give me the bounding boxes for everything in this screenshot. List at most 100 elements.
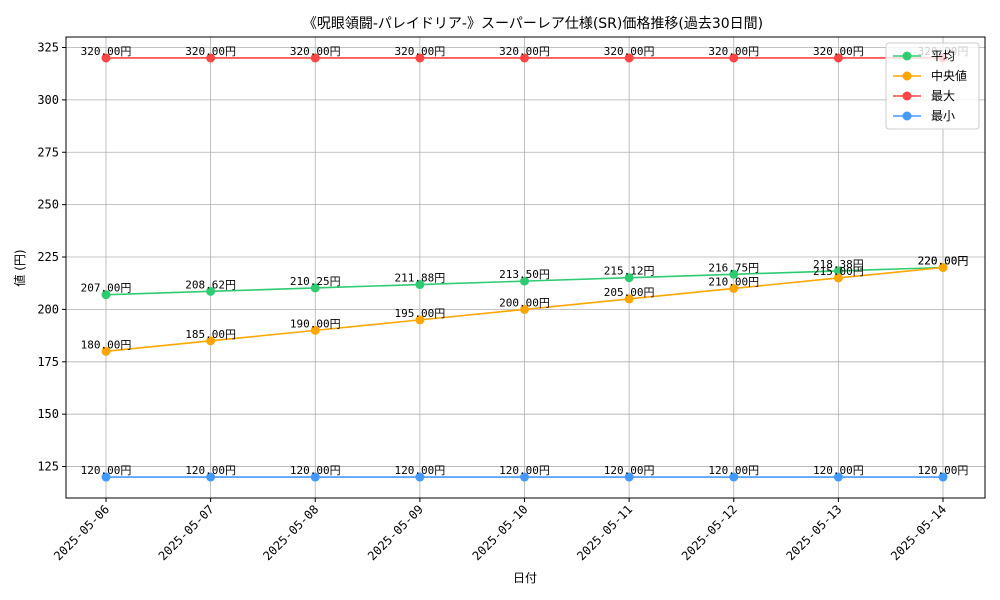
data-point xyxy=(520,304,529,314)
data-point xyxy=(206,286,216,296)
data-point xyxy=(310,283,320,293)
data-label: 220.00円 xyxy=(918,255,969,268)
legend-item-3: 最小 xyxy=(893,109,955,123)
data-point xyxy=(520,276,529,286)
legend-item-2: 最大 xyxy=(893,89,955,103)
x-tick-label: 2025-05-14 xyxy=(888,502,949,563)
legend-item-1: 中央値 xyxy=(893,68,967,83)
data-point xyxy=(833,53,843,63)
data-label: 120.00円 xyxy=(918,464,969,477)
x-tick-label: 2025-05-11 xyxy=(574,502,635,563)
x-tick-label: 2025-05-09 xyxy=(365,502,426,563)
y-axis-ticks: 125 150 175 200 225 250 275 300 325 xyxy=(37,40,66,474)
data-label: 320.00円 xyxy=(395,45,446,58)
data-point xyxy=(520,53,529,63)
data-label: 207.00円 xyxy=(81,282,132,295)
data-point xyxy=(624,53,634,63)
y-tick-label: 225 xyxy=(37,250,59,264)
data-point xyxy=(624,472,634,482)
data-label: 320.00円 xyxy=(81,45,132,58)
legend-label: 平均 xyxy=(931,49,955,63)
data-point xyxy=(833,472,843,482)
data-point xyxy=(729,53,739,63)
data-point xyxy=(520,472,529,482)
y-tick-label: 275 xyxy=(37,145,59,159)
y-tick-label: 175 xyxy=(37,355,59,369)
data-point xyxy=(206,53,216,63)
x-tick-label: 2025-05-10 xyxy=(470,502,531,563)
data-label: 120.00円 xyxy=(813,464,864,477)
y-tick-label: 200 xyxy=(37,302,59,316)
x-axis-ticks: 2025-05-06 2025-05-07 2025-05-08 2025-05-09… xyxy=(51,498,949,563)
data-point xyxy=(101,290,111,300)
data-label: 216.75円 xyxy=(708,261,759,274)
data-label: 215.00円 xyxy=(813,265,864,278)
data-label: 320.00円 xyxy=(499,45,550,58)
data-label: 200.00円 xyxy=(499,296,550,309)
data-point xyxy=(938,263,948,272)
data-label: 185.00円 xyxy=(185,328,236,341)
legend-box xyxy=(885,42,980,130)
data-label: 320.00円 xyxy=(813,45,864,58)
legend-label: 最小 xyxy=(931,109,955,123)
data-label: 195.00円 xyxy=(395,307,446,320)
legend-swatch-marker xyxy=(902,91,912,101)
data-point xyxy=(938,472,948,482)
data-point xyxy=(415,315,425,325)
data-point xyxy=(310,325,320,335)
x-tick-label: 2025-05-07 xyxy=(156,502,217,563)
data-label: 205.00円 xyxy=(604,286,655,299)
data-point xyxy=(415,280,425,290)
data-label: 190.00円 xyxy=(290,317,341,330)
data-label: 320.00円 xyxy=(604,45,655,58)
y-tick-label: 125 xyxy=(37,460,59,474)
data-label: 120.00円 xyxy=(708,464,759,477)
data-label: 211.88円 xyxy=(395,272,446,285)
data-point xyxy=(415,53,425,63)
data-point xyxy=(729,269,739,279)
data-point xyxy=(206,472,216,482)
data-label: 120.00円 xyxy=(290,464,341,477)
data-label: 218.38円 xyxy=(813,258,864,271)
data-label: 120.00円 xyxy=(499,464,550,477)
data-label: 208.62円 xyxy=(185,278,236,291)
data-point xyxy=(729,283,739,293)
data-point xyxy=(101,472,111,482)
data-point xyxy=(101,346,111,356)
data-label: 120.00円 xyxy=(604,464,655,477)
x-tick-label: 2025-05-08 xyxy=(260,502,321,563)
data-point xyxy=(101,53,111,63)
data-label: 210.25円 xyxy=(290,275,341,288)
data-point xyxy=(310,472,320,482)
data-label: 215.12円 xyxy=(604,265,655,278)
data-point xyxy=(624,294,634,304)
legend-swatch-marker xyxy=(902,71,912,81)
data-point xyxy=(206,336,216,346)
series-3 xyxy=(101,472,948,482)
x-tick-label: 2025-05-06 xyxy=(51,502,112,563)
series-layer xyxy=(101,53,948,482)
x-tick-label: 2025-05-13 xyxy=(784,502,845,563)
data-point xyxy=(833,273,843,283)
legend-label: 中央値 xyxy=(931,68,967,83)
y-tick-label: 250 xyxy=(37,198,59,212)
data-label: 320.00円 xyxy=(290,45,341,58)
data-point xyxy=(729,472,739,482)
legend-swatch-marker xyxy=(902,111,912,121)
data-point xyxy=(310,53,320,63)
x-axis-label: 日付 xyxy=(513,571,537,585)
data-point xyxy=(833,266,843,276)
chart-title: 《呪眼領闘-パレイドリア-》スーパーレア仕様(SR)価格推移(過去30日間) xyxy=(303,15,763,32)
data-label: 320.00円 xyxy=(708,45,759,58)
y-tick-label: 300 xyxy=(37,93,59,107)
y-tick-label: 150 xyxy=(37,407,59,421)
data-label: 210.00円 xyxy=(708,275,759,288)
data-label: 320.00円 xyxy=(185,45,236,58)
data-label: 120.00円 xyxy=(81,464,132,477)
data-label: 120.00円 xyxy=(395,464,446,477)
series-0 xyxy=(101,263,948,300)
legend-swatch-marker xyxy=(902,51,912,61)
data-label: 120.00円 xyxy=(185,464,236,477)
data-labels: 207.00円 208.62円 210.25円 211.88円 213.50円 215.1… xyxy=(81,45,969,477)
